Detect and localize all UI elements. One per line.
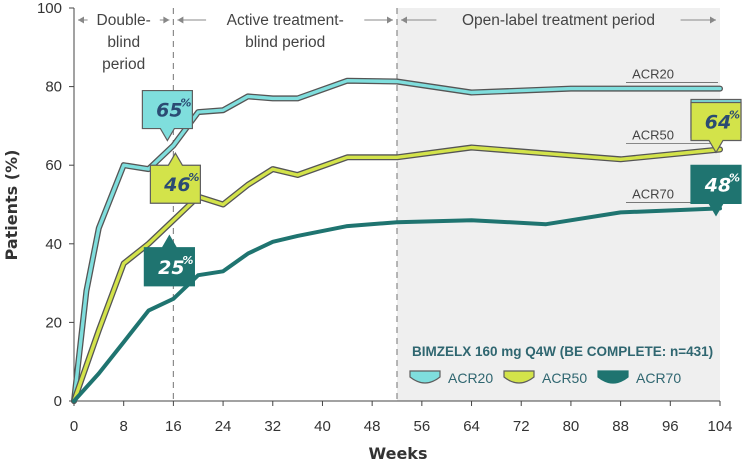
y-tick-40: 40 [45,236,62,253]
legend-label-acr50: ACR50 [542,370,587,386]
x-tick-88: 88 [612,418,629,435]
period-arrowhead-right-1 [387,16,393,24]
x-tick-8: 8 [120,418,128,435]
period-arrowhead-left-2 [401,16,407,24]
callout-box-acr20-65 [141,89,193,142]
legend-label-acr20: ACR20 [448,370,493,386]
callout-box-acr50-46 [149,152,201,204]
period-labels: Double-blind period Active treatment-blind… [78,12,716,73]
series-lines: ACR20 ACR50 ACR70 [71,67,723,404]
legend-swatch-acr50 [503,370,535,384]
axes: Patients (%) Weeks 0 20 40 60 80 100 0 8 16 24 32 4… [2,0,733,463]
y-tick-0: 0 [54,393,62,410]
callout-acr50-64: 64% [690,101,742,154]
legend-item-acr50: ACR50 [503,370,587,386]
x-axis-title: Weeks [369,444,428,463]
period-label-2-line-0: Open-label treatment period [462,12,655,29]
callout-value-acr20-65: 65 [156,100,182,122]
callout-acr20-65: 65% [141,89,193,142]
x-tick-56: 56 [414,418,431,435]
period-arrowhead-right-0 [163,16,170,24]
series-end-label-acr70: ACR70 [632,186,674,201]
period-arrowhead-left-0 [78,16,84,24]
callout-pct-acr70-48: % [729,171,740,184]
legend-label-acr70: ACR70 [636,370,681,386]
series-line-acr20 [72,79,722,403]
period-label-0-line-2: period [102,56,145,73]
callout-acr70-25: 25% [143,234,195,287]
callout-pct-acr50-64: % [729,108,740,121]
period-shade-2 [397,8,720,401]
x-tick-72: 72 [513,418,530,435]
x-tick-16: 16 [165,418,182,435]
y-tick-80: 80 [45,79,62,96]
series-end-label-acr50: ACR50 [632,127,674,142]
legend-title: BIMZELX 160 mg Q4W (BE COMPLETE: n=431) [412,344,713,359]
x-tick-40: 40 [314,418,331,435]
period-label-1-line-1: blind period [245,34,325,51]
y-tick-20: 20 [45,314,62,331]
y-tick-100: 100 [37,0,62,17]
legend-swatch-acr20 [409,370,441,384]
period-arrowhead-left-1 [177,16,184,24]
x-tick-80: 80 [563,418,580,435]
legend-item-acr20: ACR20 [409,370,493,386]
callout-value-acr70-48: 48 [704,174,731,196]
y-axis-title: Patients (%) [2,150,21,261]
callout-pct-acr20-65: % [180,97,191,110]
legend: BIMZELX 160 mg Q4W (BE COMPLETE: n=431) … [409,344,713,386]
legend-swatch-acr70 [597,370,629,384]
y-tick-60: 60 [45,157,62,174]
period-shading [172,8,720,401]
callout-acr50-46: 46% [149,152,201,204]
callout-pct-acr50-46: % [188,171,199,184]
x-tick-0: 0 [70,418,78,435]
series-line-acr50 [72,145,722,403]
series-end-label-acr20: ACR20 [632,67,674,82]
callout-value-acr50-64: 64 [705,111,731,133]
x-tick-104: 104 [707,418,732,435]
callout-value-acr70-25: 25 [158,257,184,279]
callout-value-acr50-46: 46 [163,174,190,196]
series-line-acr70 [72,206,722,403]
callout-box-acr50-64 [690,101,742,154]
x-tick-96: 96 [662,418,679,435]
callout-acr70-48: 48% [690,164,742,217]
period-label-0-line-0: Double- [97,12,151,29]
value-callouts: 65%79%46%64%25%48% [141,89,742,287]
period-arrowhead-right-2 [710,16,716,24]
x-tick-32: 32 [264,418,281,435]
legend-item-acr70: ACR70 [597,370,681,386]
callout-box-acr70-48 [690,164,742,217]
period-label-1-line-0: Active treatment- [227,12,344,29]
x-tick-24: 24 [215,418,232,435]
callout-box-acr70-25 [143,234,195,287]
x-tick-64: 64 [463,418,480,435]
period-label-0-line-1: blind [107,34,140,51]
callout-pct-acr70-25: % [182,254,193,267]
x-tick-48: 48 [364,418,381,435]
